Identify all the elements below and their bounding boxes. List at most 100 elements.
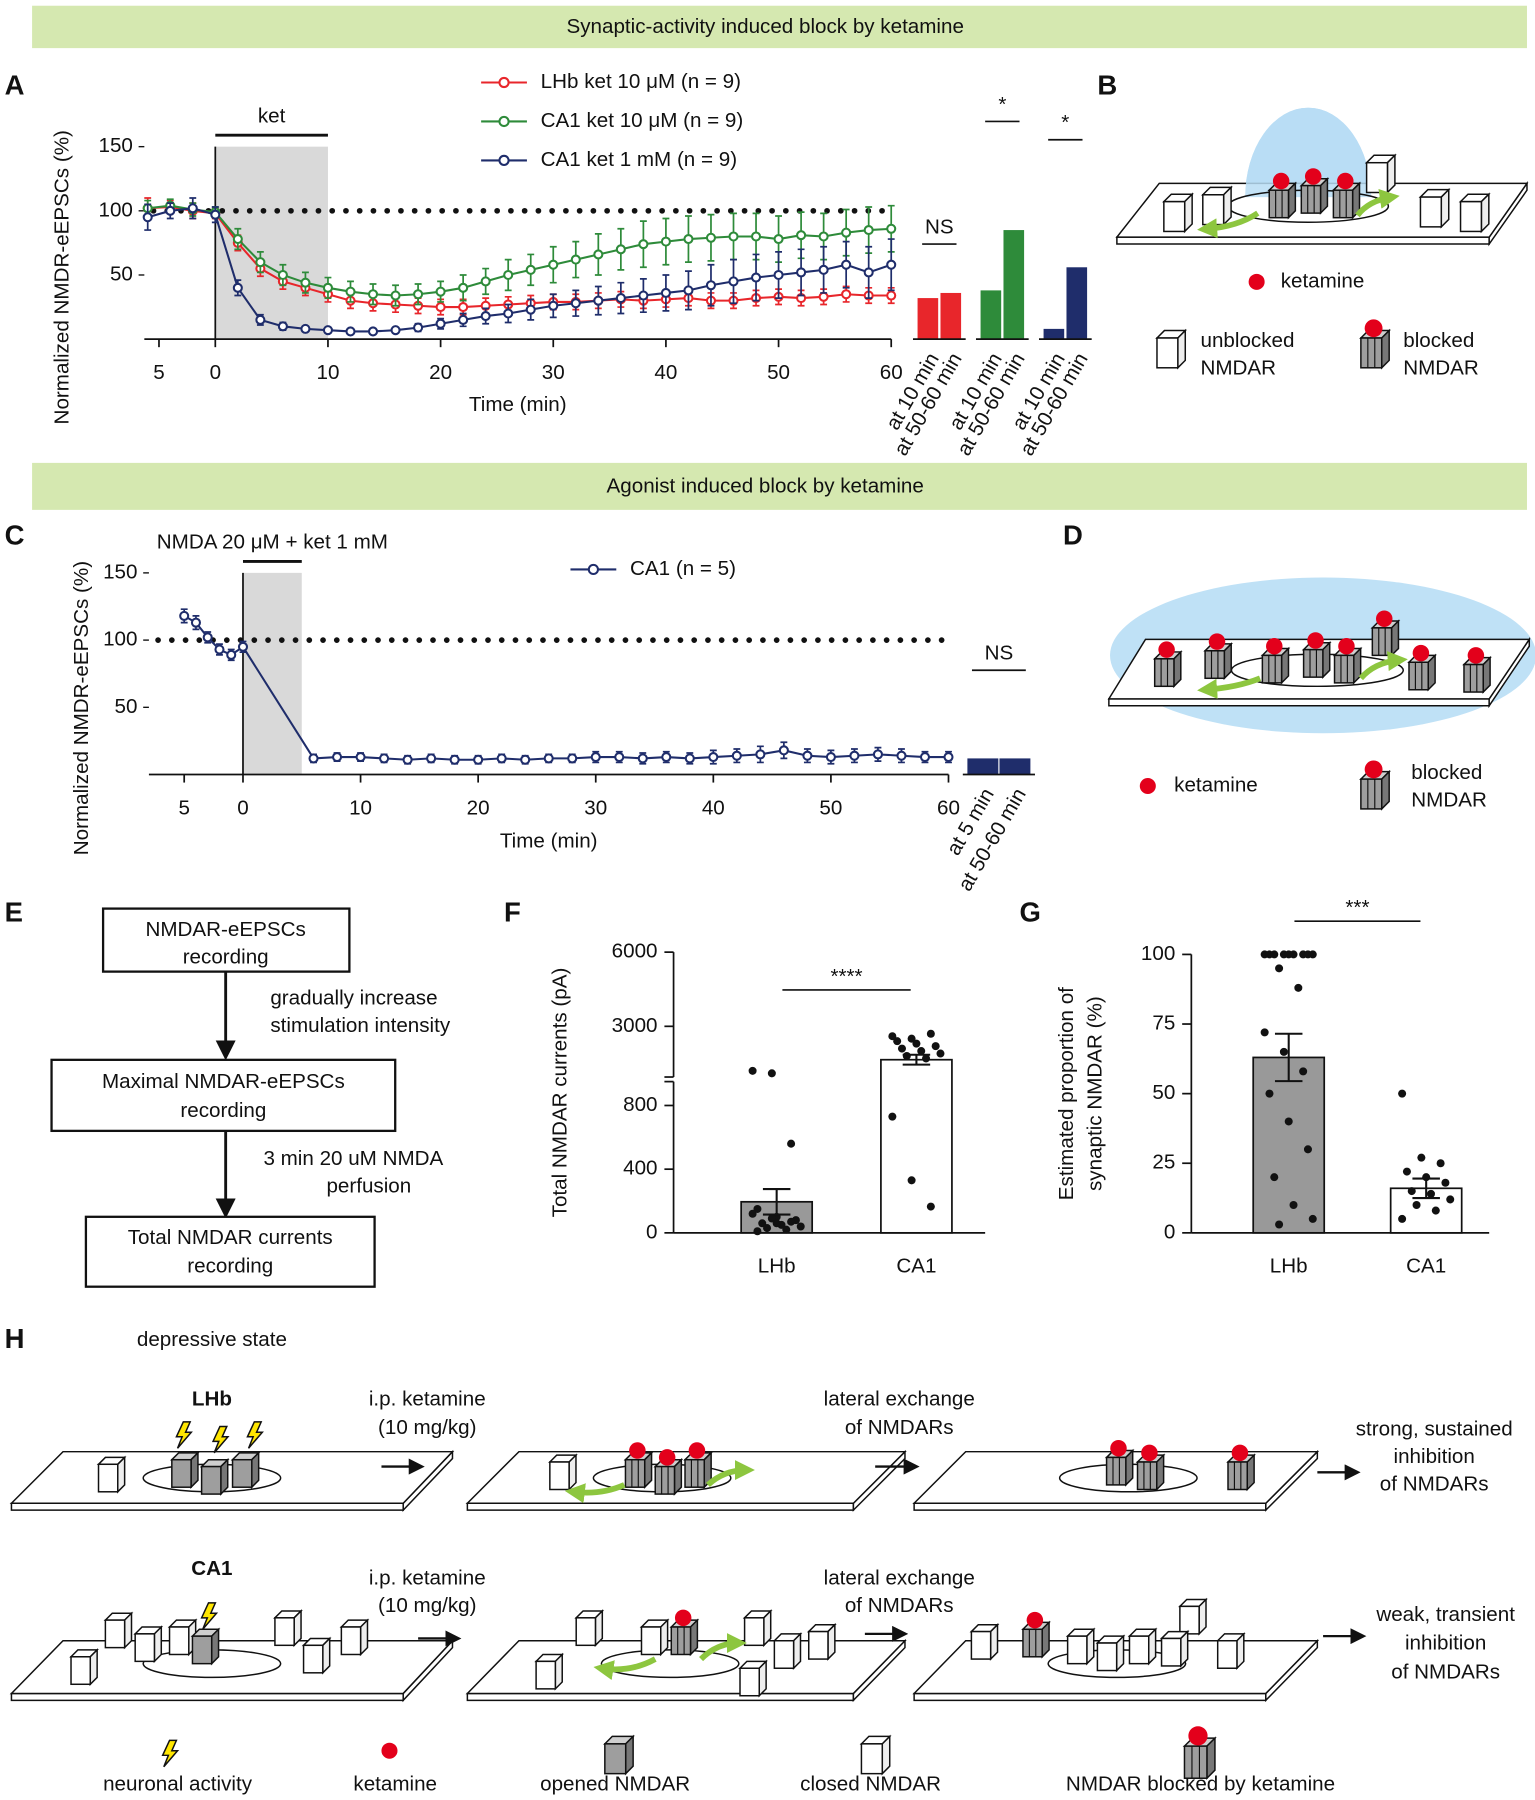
series-line: [183, 615, 949, 761]
flow-text: Total NMDAR currents: [128, 1226, 333, 1249]
h-text: strong, sustained: [1356, 1417, 1513, 1440]
nmdar: [1302, 648, 1324, 678]
bar: [980, 290, 1002, 340]
flow-text: NMDAR-eEPSCs: [146, 918, 306, 941]
nmdar: [340, 1626, 362, 1656]
data-point: [922, 1054, 931, 1063]
nmdar: [1371, 627, 1393, 657]
activity-bolt: [211, 1425, 230, 1454]
data-point: [355, 752, 366, 763]
data-point: [863, 225, 874, 236]
data-point: [849, 750, 860, 761]
platform-edge: [10, 1692, 404, 1702]
nmdar: [171, 1458, 192, 1488]
data-point: [237, 641, 249, 652]
data-point: [660, 287, 671, 298]
data-point: [480, 276, 491, 287]
ketamine-dot: [1248, 273, 1265, 290]
nmdar-side: [322, 1636, 331, 1675]
h-text: of NMDARs: [845, 1416, 954, 1439]
error-bar: [1274, 1032, 1303, 1083]
data-point: [936, 1049, 945, 1058]
ketamine-dot: [629, 1442, 646, 1459]
sig-text: NS: [925, 215, 954, 238]
sig-text: ****: [830, 965, 862, 988]
nmdar: [1419, 196, 1443, 228]
nmdar: [1066, 1635, 1088, 1665]
nmdar-side: [1147, 1627, 1157, 1666]
platform-edge: [466, 1502, 855, 1511]
nmdar-side: [881, 1734, 891, 1776]
panel-label: B: [1097, 69, 1117, 100]
data-point: [886, 290, 897, 301]
data-point: [888, 1112, 897, 1121]
nmdar-side: [624, 1734, 634, 1776]
h-legend-text: neuronal activity: [103, 1773, 253, 1796]
data-point: [1289, 1200, 1298, 1210]
data-point: [708, 752, 719, 763]
data-point: [912, 1039, 921, 1048]
data-point: [907, 1176, 916, 1185]
legend-text: ketamine: [1174, 773, 1258, 796]
data-point: [841, 227, 852, 238]
data-point: [1417, 1153, 1426, 1162]
data-point: [1412, 1200, 1421, 1210]
y-tick-label: 0: [646, 1220, 657, 1243]
data-point: [300, 277, 311, 288]
nmdar: [191, 1635, 213, 1665]
exchange-arrow: [593, 1656, 657, 1681]
bar: [967, 758, 999, 775]
y-tick-label: 0: [1164, 1220, 1175, 1243]
h-text: i.p. ketamine: [369, 1566, 486, 1589]
x-tick-label: CA1: [896, 1255, 936, 1278]
data-point: [1431, 1206, 1440, 1215]
nmdar-side: [190, 1451, 199, 1490]
legend-text: NMDAR: [1201, 356, 1277, 379]
data-point: [943, 752, 954, 763]
data-point: [778, 745, 789, 756]
nmdar-side: [689, 1618, 699, 1657]
nmdar-side: [1319, 176, 1329, 215]
data-point: [593, 249, 604, 260]
exchange-arrow: [1358, 651, 1408, 681]
data-point: [525, 264, 536, 275]
ketamine-dot: [381, 1742, 398, 1759]
sig-text: *: [998, 93, 1006, 116]
ketamine-dot: [1364, 319, 1383, 338]
data-point: [367, 326, 379, 337]
data-point: [818, 231, 829, 242]
ketamine-dot: [1139, 777, 1156, 795]
data-point: [782, 1225, 791, 1234]
nmdar-side: [123, 1611, 133, 1650]
nmdar-side: [1353, 646, 1362, 685]
x-tick-label: 60: [880, 361, 903, 384]
x-tick-label: 50: [767, 361, 790, 384]
nmdar: [134, 1633, 156, 1663]
nmdar: [1096, 1642, 1118, 1672]
nmdar-side: [1287, 181, 1297, 220]
data-point: [190, 617, 201, 628]
y-tick-label: 800: [623, 1093, 657, 1116]
data-point: [402, 754, 413, 765]
nmdar-side: [554, 1652, 563, 1691]
legend-text: CA1 ket 10 μM (n = 9): [541, 109, 744, 132]
h-text: lateral exchange: [824, 1566, 975, 1589]
data-point: [413, 289, 424, 300]
nmdar-side: [1390, 619, 1400, 658]
data-point: [214, 644, 225, 655]
bar: [1043, 328, 1065, 340]
nmdar-side: [1380, 769, 1390, 811]
nmdar: [1463, 663, 1484, 693]
activity-bolt: [246, 1421, 264, 1449]
data-point: [683, 234, 694, 245]
panel-label: E: [5, 897, 23, 928]
h-region: CA1: [191, 1557, 232, 1580]
y-tick-label: 3000: [612, 1014, 658, 1037]
ketamine-dot: [1188, 1726, 1208, 1746]
nmdar: [1459, 200, 1483, 233]
banner-text: Agonist induced block by ketamine: [607, 474, 924, 497]
data-point: [1441, 1178, 1450, 1187]
legend-text: ketamine: [1281, 269, 1365, 292]
data-point: [863, 267, 874, 278]
